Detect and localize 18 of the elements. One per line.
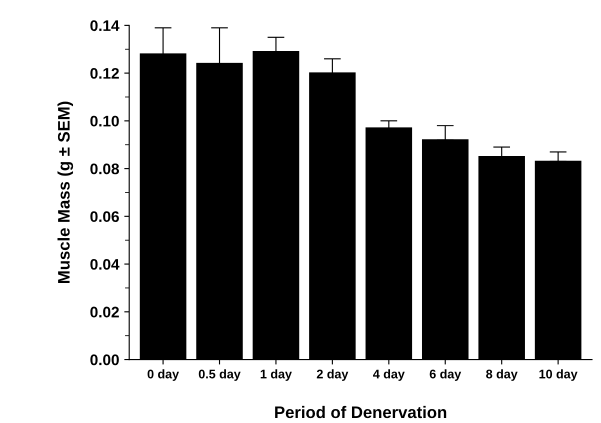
y-axis-title: Muscle Mass (g ± SEM) (57, 102, 74, 283)
y-tick-label: 0.12 (90, 68, 119, 79)
x-tick-label: 0 day (148, 369, 179, 381)
x-tick-label: 4 day (373, 369, 405, 381)
x-tick-label: 8 day (486, 369, 518, 381)
x-tick-label: 6 day (430, 369, 462, 381)
y-tick-label: 0.08 (90, 163, 120, 174)
y-tick-label: 0.06 (90, 211, 119, 222)
y-tick-label: 0.14 (90, 20, 120, 32)
y-tick-label: 0.10 (90, 116, 119, 127)
x-tick-label: 2 day (316, 369, 348, 381)
y-tick-label: 0.00 (90, 354, 119, 366)
y-tick-label: 0.02 (90, 306, 119, 318)
x-axis-title: Period of Denervation (275, 406, 446, 418)
y-tick-label: 0.04 (90, 258, 120, 270)
x-tick-label: 10 day (539, 369, 578, 381)
x-tick-label: 1 day (260, 369, 292, 381)
x-tick-label: 0.5 day (198, 369, 241, 381)
